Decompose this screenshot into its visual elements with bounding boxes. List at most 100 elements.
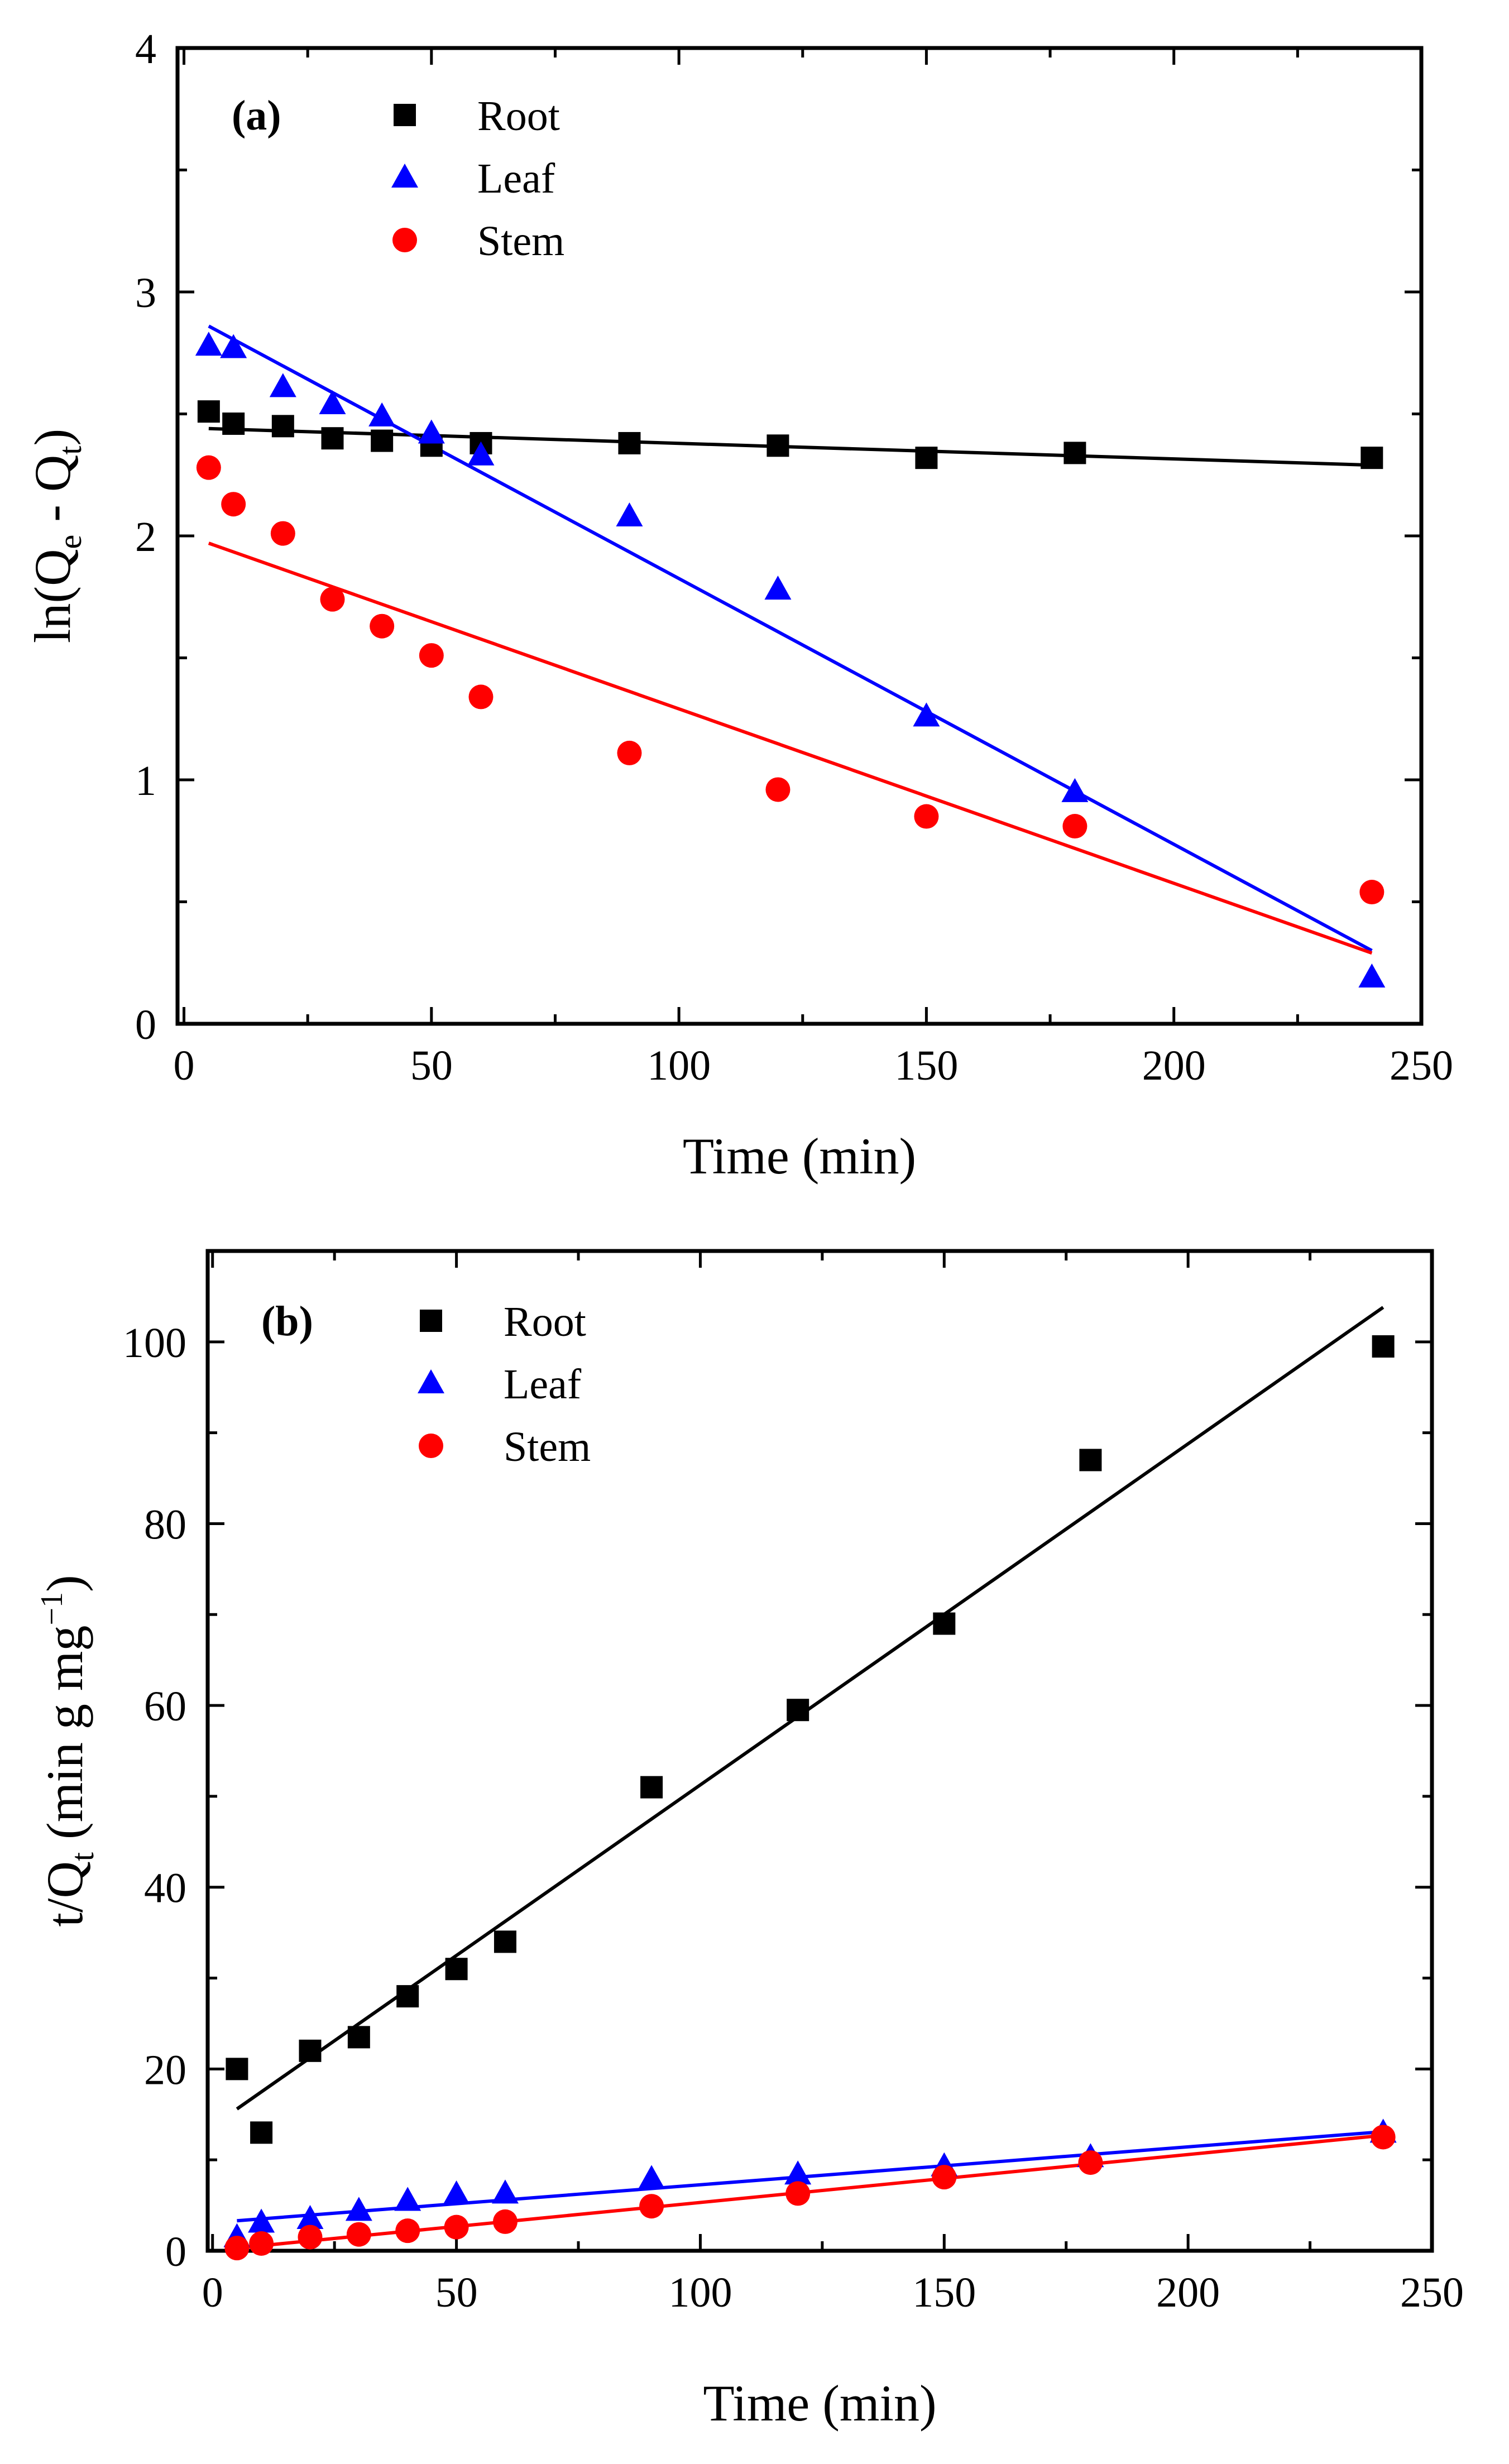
legend-label-root: Root [477,93,560,140]
y-tick-label: 4 [135,26,156,73]
y-axis-title: ln(Qe - Qt) [24,429,88,643]
data-point-stem [395,2218,420,2244]
y-axis-title: t/Qt (min g mg−1) [35,1575,100,1926]
legend-marker-root [420,1310,442,1332]
data-point-leaf [491,2179,519,2204]
y-title-text: ln(Q [24,549,81,643]
chart-panel-b: 0 50 100 150 200 250 0 20 40 60 80 100 Time (min) t/Q… [35,1249,1464,2432]
data-point-leaf [616,502,643,527]
data-point-stem [444,2214,469,2240]
data-point-leaf [345,2197,372,2221]
data-point-leaf [764,576,792,600]
x-tick-label: 0 [174,1042,195,1089]
y-tick-label: 20 [144,2046,186,2093]
legend-label-stem: Stem [477,218,564,265]
y-title-text: ) [24,429,81,446]
data-point-stem [785,2181,811,2206]
x-tick-label: 200 [1142,1042,1206,1089]
panel-label: (a) [232,92,281,139]
y-title-subscript: e [52,535,88,549]
data-point-stem [914,804,939,829]
data-point-root [1079,1449,1102,1471]
data-point-root [494,1930,516,1953]
data-point-root [445,1958,468,1981]
x-axis-title: Time (min) [703,2375,936,2432]
data-point-leaf [418,419,445,444]
plot-frame [205,1249,1434,2253]
data-point-leaf [1358,963,1386,987]
data-point-leaf [1061,778,1089,802]
legend-label-leaf: Leaf [504,1361,582,1408]
data-point-stem [1359,880,1385,905]
data-point-stem [932,2165,957,2190]
x-tick-label: 100 [647,1042,711,1089]
y-tick-label: 100 [123,1320,186,1367]
data-point-leaf [913,702,940,727]
data-point-leaf [220,334,247,358]
y-title-subscript: t [64,1852,100,1861]
fit-line-stem [208,541,1373,955]
y-tick-label: 80 [144,1501,186,1548]
x-tick-label: 100 [668,2269,732,2316]
data-point-root [1372,1335,1395,1358]
x-axis-title: Time (min) [683,1128,916,1185]
legend-marker-stem [392,228,417,252]
data-point-root [787,1699,809,1722]
data-point-root [1064,442,1086,464]
y-tick-label: 1 [135,758,156,804]
data-point-root [933,1612,956,1635]
data-point-stem [1062,814,1088,839]
legend-label-stem: Stem [504,1423,591,1470]
y-title-text: (min g mg [36,1626,93,1852]
data-point-stem [419,643,444,668]
data-point-root [767,434,789,457]
data-point-leaf [784,2160,812,2185]
data-point-stem [1078,2150,1103,2175]
legend-marker-root [394,104,416,126]
x-tick-label: 250 [1400,2269,1464,2316]
data-point-stem [617,740,642,765]
data-point-leaf [195,332,222,356]
x-tick-label: 50 [410,1042,453,1089]
data-point-stem [196,455,221,480]
x-tick-label: 50 [435,2269,478,2316]
data-point-root [915,447,938,469]
data-point-stem [221,492,246,517]
y-tick-label: 60 [144,1683,186,1730]
data-point-root [197,400,220,423]
fit-line-root [208,426,1372,467]
data-point-stem [224,2236,250,2261]
data-point-root [321,427,344,450]
data-point-root [640,1776,663,1799]
data-point-leaf [248,2208,275,2233]
data-point-leaf [394,2187,421,2211]
y-title-subscript: t [52,446,88,455]
data-point-root [347,2026,370,2049]
legend-label-root: Root [504,1298,586,1345]
data-point-root [396,1985,419,2008]
data-point-root [250,2121,273,2144]
data-point-root [371,429,394,452]
chart-panel-a: 0 50 100 150 200 250 0 1 2 3 4 Time (min) ln(Qe - Qt… [24,26,1453,1185]
x-tick-label: 150 [894,1042,958,1089]
data-point-stem [249,2231,274,2256]
y-title-text: - Q [24,455,81,535]
fit-line-stem [237,2134,1383,2250]
y-title-text: t/Q [36,1861,93,1927]
y-tick-label: 3 [135,270,156,317]
y-title-superscript: −1 [35,1592,69,1626]
data-point-leaf [319,390,346,415]
panel-label: (b) [261,1298,313,1345]
data-point-root [226,2058,248,2081]
data-point-root [1361,447,1383,469]
data-point-stem [468,684,494,710]
data-point-stem [298,2225,323,2250]
legend-marker-stem [419,1434,443,1458]
data-point-root [222,412,245,435]
y-tick-label: 0 [165,2228,186,2275]
data-point-stem [346,2222,371,2247]
data-point-stem [765,777,791,802]
x-tick-label: 150 [912,2269,976,2316]
data-point-stem [492,2209,518,2234]
data-point-leaf [368,402,396,426]
